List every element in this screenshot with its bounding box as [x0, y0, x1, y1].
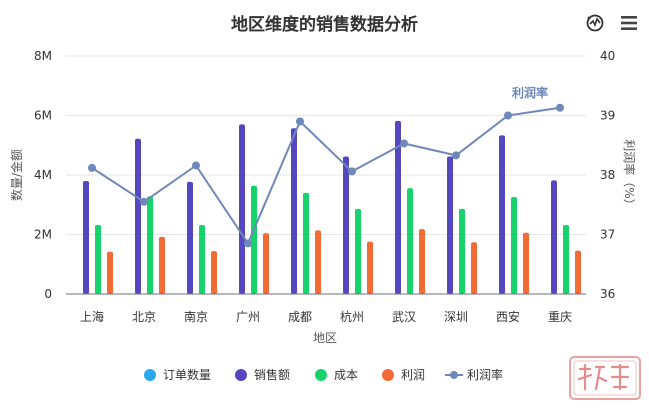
bar-销售额: [187, 181, 193, 294]
x-tick-label: 南京: [184, 309, 208, 324]
bar-销售额: [447, 156, 453, 294]
line-point: [504, 111, 512, 120]
bar-销售额: [499, 135, 505, 294]
legend-label: 利润率: [467, 367, 503, 382]
y-tick-label: 6M: [34, 109, 52, 123]
bar-销售额: [343, 156, 349, 294]
bar-销售额: [239, 124, 245, 294]
line-point: [192, 161, 200, 170]
bar-销售额: [395, 120, 401, 294]
bar-利润: [315, 230, 321, 294]
line-point: [140, 197, 148, 206]
bar-成本: [303, 192, 309, 294]
bar-利润: [107, 251, 113, 294]
legend-marker: [144, 369, 156, 381]
legend-label: 成本: [334, 368, 358, 382]
bar-成本: [251, 185, 257, 294]
line-point: [348, 167, 356, 176]
line-point: [88, 163, 96, 172]
bar-成本: [95, 224, 101, 294]
y-tick-label: 4M: [34, 168, 52, 182]
y2-tick-label: 36: [600, 287, 615, 301]
y-axis-title: 数量/金额: [9, 149, 24, 201]
data-view-icon[interactable]: [584, 12, 606, 34]
y2-tick-label: 40: [600, 49, 615, 63]
bar-利润: [367, 241, 373, 294]
legend-label: 销售额: [254, 367, 290, 382]
bar-利润: [471, 242, 477, 294]
bar-利润: [523, 232, 529, 294]
line-point: [244, 239, 252, 248]
menu-icon[interactable]: [618, 12, 640, 34]
line-point: [556, 103, 564, 112]
x-axis-title: 地区: [313, 331, 337, 345]
bar-利润: [211, 251, 217, 294]
legend-marker: [382, 369, 394, 381]
x-tick-label: 深圳: [444, 310, 468, 324]
x-tick-label: 西安: [496, 309, 520, 324]
x-tick-label: 北京: [132, 310, 156, 324]
line-point: [452, 151, 460, 160]
bar-销售额: [551, 180, 557, 294]
legend-marker: [315, 369, 327, 381]
bar-成本: [199, 224, 205, 294]
chart-title: 地区维度的销售数据分析: [231, 15, 418, 35]
bar-成本: [459, 208, 465, 294]
x-tick-label: 广州: [236, 310, 260, 324]
legend-marker: [450, 371, 458, 379]
x-tick-label: 上海: [80, 309, 104, 324]
bar-利润: [419, 229, 425, 294]
bar-销售额: [135, 138, 141, 294]
line-利润率: [91, 106, 561, 246]
x-tick-label: 重庆: [548, 310, 572, 324]
y-tick-label: 2M: [34, 228, 52, 242]
y2-axis-title: 利润率（%）: [622, 139, 637, 210]
x-tick-label: 成都: [288, 310, 312, 324]
x-tick-label: 杭州: [340, 309, 364, 324]
bar-销售额: [83, 180, 89, 294]
y-tick-label: 0: [44, 287, 52, 301]
bar-成本: [147, 196, 153, 294]
legend-marker: [235, 369, 247, 381]
line-point: [400, 139, 408, 148]
line-point: [296, 117, 304, 126]
y2-tick-label: 38: [600, 168, 615, 182]
bar-利润: [575, 250, 581, 294]
bar-利润: [159, 236, 165, 294]
watermark-logo: [569, 356, 641, 400]
bar-成本: [407, 188, 413, 294]
bar-成本: [563, 224, 569, 294]
x-tick-label: 武汉: [392, 310, 416, 324]
y2-tick-label: 39: [600, 109, 615, 123]
bar-销售额: [291, 128, 297, 294]
bar-利润: [263, 233, 269, 294]
legend-label: 订单数量: [163, 367, 211, 382]
line-series-label: 利润率: [512, 85, 548, 100]
legend-label: 利润: [401, 368, 425, 382]
bar-成本: [355, 208, 361, 294]
y2-tick-label: 37: [600, 228, 615, 242]
bar-成本: [511, 197, 517, 294]
y-tick-label: 8M: [34, 49, 52, 63]
